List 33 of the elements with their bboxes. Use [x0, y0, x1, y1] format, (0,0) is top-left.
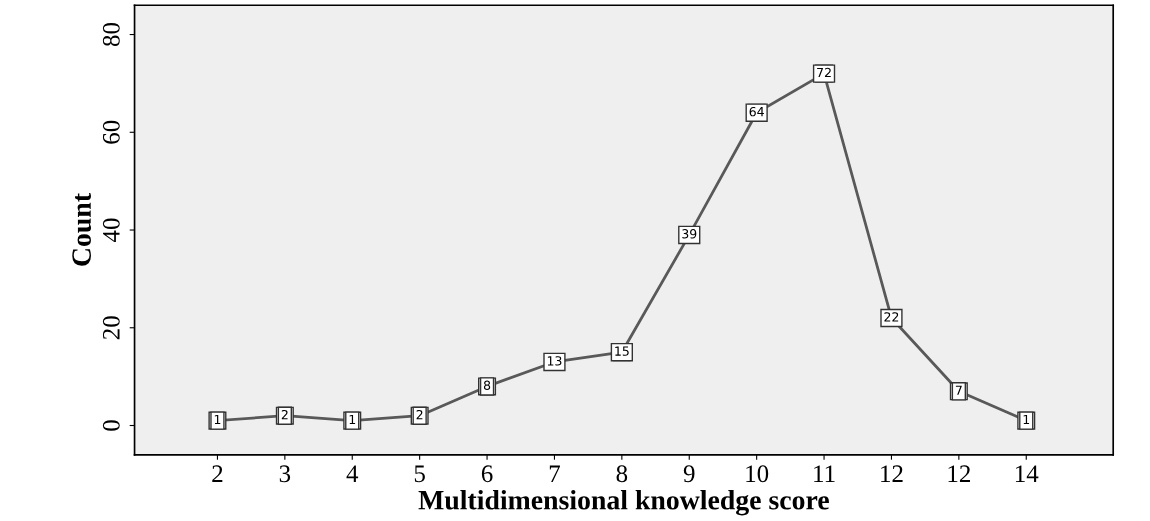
x-tick-label: 4	[346, 465, 359, 482]
y-tick-label: 20	[102, 316, 120, 340]
x-tick-label: 12	[881, 465, 903, 482]
x-tick-label: 3	[279, 465, 291, 483]
x-tick-label: 9	[683, 465, 695, 483]
y-tick-label: 40	[102, 218, 120, 243]
data-label: 15	[615, 346, 629, 356]
x-tick-label: 7	[549, 465, 560, 482]
data-label: 39	[682, 229, 697, 239]
x-tick-label: 2	[212, 465, 223, 482]
x-tick-label: 10	[746, 465, 769, 483]
y-tick-label: 80	[102, 22, 120, 47]
x-tick-label: 8	[616, 465, 628, 483]
data-label: 8	[483, 380, 491, 391]
data-label: 72	[817, 67, 831, 78]
data-label: 2	[281, 409, 288, 420]
x-tick-label: 12	[948, 465, 970, 482]
data-label: 7	[955, 385, 962, 395]
x-tick-label: 14	[1015, 465, 1039, 482]
data-label: 1	[214, 414, 221, 425]
data-label: 64	[749, 106, 764, 117]
y-axis-title: Count	[72, 193, 92, 266]
data-label: 22	[884, 312, 899, 322]
data-label: 2	[416, 409, 423, 420]
x-axis-title: Multidimensional knowledge score	[418, 490, 829, 516]
data-label: 1	[1023, 414, 1030, 425]
x-tick-label: 6	[481, 465, 493, 483]
data-label: 1	[349, 414, 356, 425]
y-tick-label: 60	[102, 120, 120, 144]
x-tick-label: 11	[814, 465, 835, 482]
x-tick-label: 5	[414, 465, 425, 483]
y-tick-label: 0	[102, 420, 120, 431]
data-label: 13	[547, 356, 562, 366]
